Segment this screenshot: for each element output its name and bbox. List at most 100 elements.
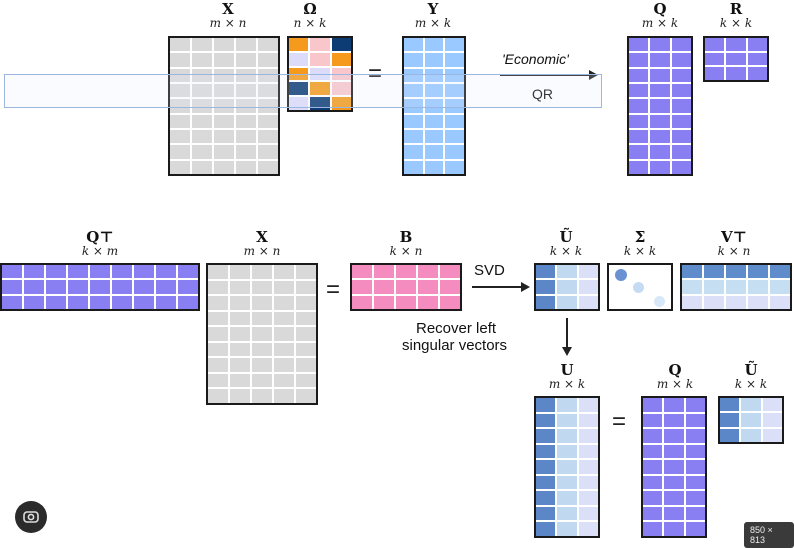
matrix-cell xyxy=(230,358,250,372)
matrix-omega-label: Ω xyxy=(303,0,317,18)
matrix-cell xyxy=(258,114,278,128)
matrix-cell xyxy=(90,265,110,279)
matrix-cell xyxy=(404,38,423,52)
matrix-cell xyxy=(685,444,705,459)
matrix-cell xyxy=(230,265,250,279)
matrix-cell xyxy=(296,327,316,341)
matrix-cell xyxy=(770,295,790,309)
matrix-cell xyxy=(192,68,212,82)
matrix-cell xyxy=(424,38,444,52)
matrix-cell xyxy=(762,428,782,442)
matrix-cell xyxy=(629,68,649,82)
matrix-u-tilde-label: Ũ xyxy=(559,228,573,246)
matrix-cell xyxy=(252,296,272,310)
matrix-cell xyxy=(726,295,746,309)
matrix-u-tilde-2 xyxy=(718,396,784,444)
matrix-cell xyxy=(274,342,294,357)
matrix-cell xyxy=(650,129,670,144)
lens-button[interactable] xyxy=(15,501,47,533)
matrix-cell xyxy=(374,280,394,294)
matrix-cell xyxy=(664,460,684,474)
matrix-cell xyxy=(310,97,330,110)
matrix-cell xyxy=(230,280,250,295)
matrix-cell xyxy=(536,444,556,459)
matrix-cell xyxy=(192,160,212,174)
matrix-y xyxy=(402,36,466,176)
matrix-cell xyxy=(741,413,761,427)
matrix-cell xyxy=(629,160,649,174)
matrix-cell xyxy=(578,413,598,428)
matrix-x2-label: X xyxy=(256,228,268,246)
svd-arrow xyxy=(472,282,530,292)
matrix-cell xyxy=(682,280,702,294)
matrix-cell xyxy=(557,398,577,412)
matrix-cell xyxy=(170,83,190,98)
matrix-cell xyxy=(671,38,691,52)
matrix-cell xyxy=(170,99,190,113)
matrix-sigma-label: Σ xyxy=(634,228,646,246)
matrix-cell xyxy=(557,460,577,474)
matrix-vt-label: V⊤ xyxy=(720,228,748,246)
matrix-cell xyxy=(208,389,228,403)
matrix-cell xyxy=(134,280,154,294)
matrix-cell xyxy=(705,67,725,80)
matrix-cell xyxy=(536,506,556,521)
matrix-cell xyxy=(445,53,464,67)
matrix-cell xyxy=(296,389,316,403)
matrix-cell xyxy=(396,295,416,309)
matrix-cell xyxy=(445,129,464,144)
matrix-cell xyxy=(424,68,444,82)
matrix-cell xyxy=(536,429,556,443)
matrix-cell xyxy=(331,52,351,66)
matrix-cell xyxy=(236,145,256,159)
matrix-cell xyxy=(230,296,250,310)
matrix-cell xyxy=(748,295,768,309)
matrix-cell xyxy=(418,295,438,309)
matrix-cell xyxy=(671,145,691,159)
matrix-cell xyxy=(643,429,663,443)
matrix-cell xyxy=(682,265,702,279)
matrix-x-label: X xyxy=(222,0,234,18)
matrix-u-tilde2-dim: k × k xyxy=(734,377,768,391)
matrix-cell xyxy=(557,295,577,309)
matrix-cell xyxy=(445,38,464,52)
matrix-cell xyxy=(274,296,294,310)
matrix-cell xyxy=(310,52,330,66)
matrix-cell xyxy=(156,280,176,294)
matrix-cell xyxy=(685,506,705,521)
matrix-cell xyxy=(578,506,598,521)
matrix-cell xyxy=(46,280,66,294)
matrix-cell xyxy=(90,280,110,294)
matrix-cell xyxy=(68,280,88,294)
matrix-u-dim: m × k xyxy=(548,377,586,391)
recover-arrow xyxy=(562,318,572,356)
matrix-cell xyxy=(170,114,190,128)
matrix-cell xyxy=(685,413,705,428)
matrix-cell xyxy=(46,295,66,309)
matrix-cell xyxy=(685,475,705,490)
matrix-y-dim: m × k xyxy=(414,16,452,30)
matrix-cell xyxy=(252,373,272,388)
matrix-cell xyxy=(208,327,228,341)
matrix-q-2 xyxy=(641,396,707,538)
matrix-cell xyxy=(208,342,228,357)
matrix-cell xyxy=(762,413,782,427)
matrix-cell xyxy=(536,280,556,294)
matrix-cell xyxy=(671,83,691,98)
matrix-cell xyxy=(214,145,234,159)
matrix-cell xyxy=(192,83,212,98)
matrix-b xyxy=(350,263,462,311)
matrix-cell xyxy=(2,295,22,309)
matrix-cell xyxy=(557,522,577,536)
matrix-cell xyxy=(720,398,740,412)
matrix-cell xyxy=(578,522,598,536)
matrix-cell xyxy=(112,280,132,294)
matrix-cell xyxy=(170,160,190,174)
matrix-cell xyxy=(404,68,423,82)
matrix-cell xyxy=(396,265,416,279)
sigma-dot-1 xyxy=(615,269,627,281)
matrix-cell xyxy=(289,67,309,81)
matrix-cell xyxy=(748,280,768,294)
matrix-cell xyxy=(664,475,684,490)
matrix-cell xyxy=(440,280,460,294)
